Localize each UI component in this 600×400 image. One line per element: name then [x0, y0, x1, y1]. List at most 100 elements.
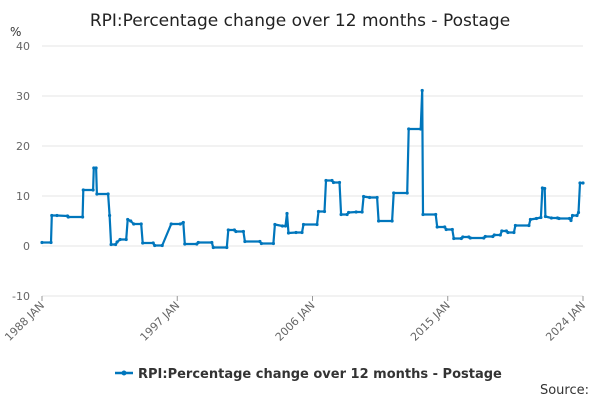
legend[interactable]: RPI:Percentage change over 12 months - P… [115, 367, 502, 382]
data-point[interactable] [434, 212, 438, 217]
data-point[interactable] [354, 210, 358, 214]
data-point[interactable] [241, 229, 245, 234]
data-point[interactable] [450, 227, 454, 232]
data-point[interactable] [301, 222, 306, 227]
data-point[interactable] [405, 191, 409, 195]
y-tick-label: 30 [16, 90, 30, 103]
data-point[interactable] [419, 127, 423, 131]
data-point[interactable] [118, 237, 122, 242]
data-point[interactable] [527, 223, 531, 228]
data-point[interactable] [243, 239, 247, 244]
data-point[interactable] [94, 166, 98, 170]
data-point[interactable] [331, 180, 336, 185]
data-point[interactable] [141, 241, 145, 245]
data-point[interactable] [543, 186, 547, 191]
data-point[interactable] [578, 181, 582, 185]
data-point[interactable] [492, 233, 496, 237]
data-point[interactable] [390, 219, 394, 223]
data-point[interactable] [294, 230, 298, 235]
data-point[interactable] [337, 180, 342, 185]
data-point[interactable] [461, 235, 465, 239]
data-point[interactable] [183, 242, 187, 246]
data-point[interactable] [549, 216, 554, 220]
data-point[interactable] [95, 192, 99, 196]
data-point[interactable] [91, 188, 95, 192]
data-point[interactable] [339, 212, 343, 217]
data-point[interactable] [81, 215, 85, 219]
data-point[interactable] [543, 214, 548, 219]
data-point[interactable] [226, 228, 230, 232]
data-point[interactable] [178, 222, 182, 226]
data-point[interactable] [360, 210, 364, 214]
data-point[interactable] [259, 241, 263, 246]
data-point[interactable] [66, 215, 70, 219]
data-point[interactable] [570, 213, 575, 218]
data-point[interactable] [151, 241, 155, 245]
data-point[interactable] [139, 222, 143, 226]
data-point[interactable] [315, 222, 319, 227]
data-point[interactable] [129, 219, 133, 223]
data-point[interactable] [452, 236, 456, 241]
data-point[interactable] [569, 218, 573, 223]
data-point[interactable] [210, 240, 214, 245]
data-point[interactable] [55, 213, 59, 218]
data-point[interactable] [109, 242, 113, 247]
data-point[interactable] [40, 240, 44, 245]
data-point[interactable] [211, 245, 215, 250]
data-point[interactable] [286, 231, 291, 235]
data-point[interactable] [285, 211, 289, 216]
data-point[interactable] [528, 217, 533, 222]
data-point[interactable] [49, 240, 53, 245]
data-point[interactable] [392, 191, 396, 195]
data-point[interactable] [300, 230, 304, 235]
data-point[interactable] [347, 210, 351, 215]
data-point[interactable] [420, 88, 424, 93]
data-point[interactable] [92, 166, 96, 170]
data-point[interactable] [50, 213, 54, 218]
data-point[interactable] [362, 194, 366, 199]
data-point[interactable] [483, 234, 487, 239]
data-point[interactable] [539, 215, 543, 220]
data-point[interactable] [575, 213, 579, 218]
data-point[interactable] [160, 243, 164, 248]
data-point[interactable] [513, 223, 518, 228]
data-point[interactable] [273, 222, 277, 227]
data-point[interactable] [534, 216, 539, 221]
data-point[interactable] [375, 195, 379, 200]
data-point[interactable] [271, 241, 275, 246]
data-point[interactable] [324, 178, 328, 183]
data-point[interactable] [280, 224, 284, 228]
data-point[interactable] [115, 240, 119, 244]
data-point[interactable] [468, 236, 472, 240]
data-point[interactable] [81, 188, 85, 192]
data-point[interactable] [368, 195, 372, 200]
data-point[interactable] [153, 243, 157, 248]
data-point[interactable] [443, 225, 447, 229]
data-point[interactable] [126, 217, 130, 222]
data-point[interactable] [132, 222, 136, 226]
data-point[interactable] [106, 192, 110, 196]
data-point[interactable] [124, 237, 128, 242]
data-point[interactable] [316, 209, 321, 214]
data-point[interactable] [512, 230, 516, 235]
data-point[interactable] [444, 227, 448, 232]
data-point[interactable] [234, 229, 238, 234]
data-point[interactable] [108, 213, 112, 218]
data-point[interactable] [196, 240, 200, 245]
data-point[interactable] [435, 225, 439, 229]
data-point[interactable] [581, 181, 585, 185]
data-point[interactable] [169, 222, 173, 226]
data-point[interactable] [576, 210, 581, 215]
data-point[interactable] [283, 224, 288, 228]
data-point[interactable] [407, 127, 411, 131]
data-point[interactable] [114, 242, 118, 247]
data-point[interactable] [322, 209, 327, 214]
data-point[interactable] [500, 229, 504, 233]
data-point[interactable] [498, 233, 502, 237]
data-point[interactable] [181, 220, 185, 225]
data-point[interactable] [421, 212, 425, 217]
data-point[interactable] [377, 219, 381, 223]
data-point[interactable] [225, 245, 229, 250]
data-point[interactable] [557, 216, 561, 221]
data-point[interactable] [506, 230, 510, 235]
